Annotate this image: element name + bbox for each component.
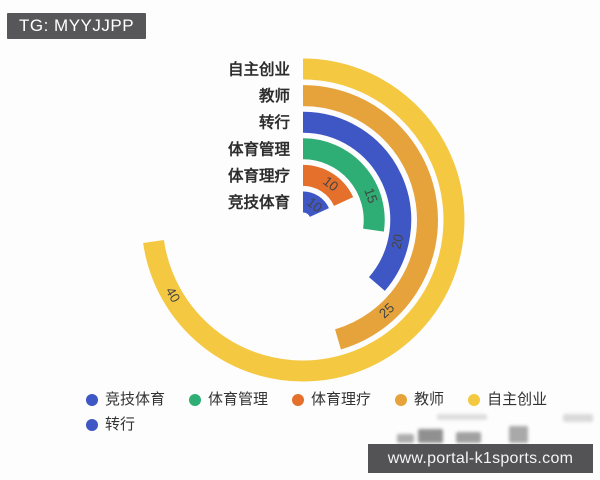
blurred-watermark-fragment [397,434,414,443]
legend-item-label: 自主创业 [487,391,548,408]
ring-value-label: 40 [163,285,183,306]
chart-legend: 竞技体育 体育管理 体育理疗 教师 自主创业转行 [86,392,556,433]
ring-value-label: 15 [361,186,380,205]
legend-item-自主创业[interactable]: 自主创业 [468,392,547,408]
ring-category-label: 教师 [259,86,290,105]
legend-item-label: 竞技体育 [105,391,166,408]
ring-value-label: 10 [320,173,341,194]
ring-category-label: 自主创业 [228,60,290,79]
chart-arc-6 [143,58,465,382]
ring-category-label: 转行 [259,113,291,132]
chart-arc-4 [302,111,412,291]
legend-dot-icon [86,394,98,406]
legend-item-label: 体育理疗 [311,391,372,408]
tg-badge: TG: MYYJJPP [7,13,147,39]
legend-item-label: 体育管理 [208,391,269,408]
legend-dot-icon [189,394,202,406]
legend-item-体育管理[interactable]: 体育管理 [189,392,268,408]
legend-dot-icon [395,394,408,406]
chart-arc-3 [302,138,385,232]
ring-category-label: 体育管理 [228,139,291,158]
blurred-watermark-fragment [437,414,487,420]
blurred-watermark-fragment [418,429,443,443]
blurred-watermark-fragment [456,432,481,443]
ring-value-label: 25 [376,300,397,321]
legend-item-体育理疗[interactable]: 体育理疗 [292,392,371,408]
ring-value-label: 20 [388,233,406,251]
legend-item-label: 教师 [414,391,445,408]
ring-category-label: 体育理疗 [228,166,291,185]
legend-item-label: 转行 [105,416,136,433]
ring-value-label: 10 [304,194,325,215]
chart-arc-1 [302,191,329,218]
legend-dot-icon [468,394,481,406]
blurred-watermark-fragment [509,426,528,443]
legend-dot-icon [292,394,305,406]
legend-item-竞技体育[interactable]: 竞技体育 [86,392,165,408]
legend-item-教师[interactable]: 教师 [395,392,444,408]
legend-item-转行[interactable]: 转行 [86,417,135,433]
watermark-url-bar: www.portal-k1sports.com [368,444,593,473]
legend-dot-icon [86,419,98,431]
chart-arc-2 [302,164,354,207]
blurred-watermark-fragment [563,414,593,422]
chart-arc-5 [302,85,438,350]
ring-category-label: 竞技体育 [228,193,290,212]
